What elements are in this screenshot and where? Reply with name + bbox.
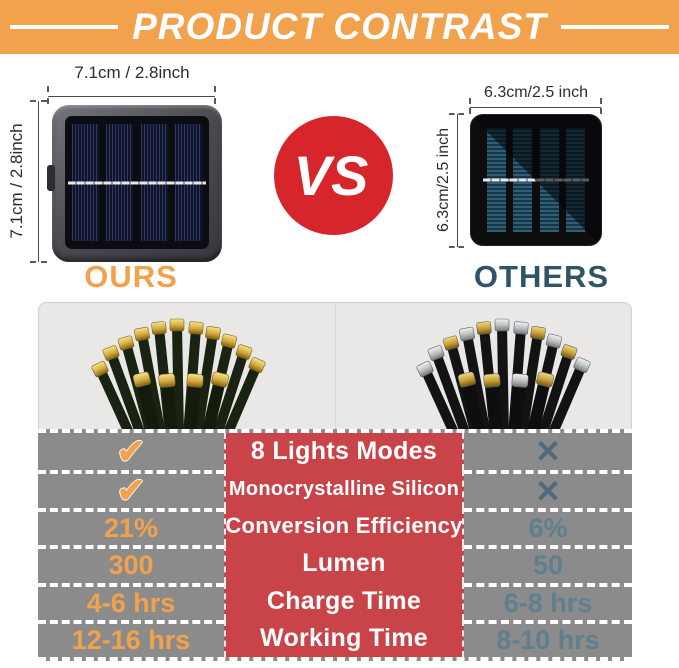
header-rule-right (560, 25, 670, 29)
ours-cell: 300 (38, 545, 224, 582)
feature-cell: Monocrystalline Silicon (224, 470, 464, 508)
dimension-tick (449, 246, 464, 248)
string-lights-ours-photo (91, 318, 266, 432)
page-title: PRODUCT CONTRAST (132, 6, 547, 47)
table-row: ✔ Monocrystalline Silicon ✕ (38, 470, 632, 511)
feature-label: Conversion Efficiency (225, 513, 463, 539)
others-height-dimension-line (457, 114, 458, 247)
feature-cell: Charge Time (224, 582, 464, 620)
dimension-tick (214, 86, 216, 104)
ours-cell: ✔ (38, 433, 224, 470)
others-value: 8-10 hrs (496, 625, 600, 656)
solar-panel-others (470, 114, 602, 246)
table-row: 300 Lumen 50 (38, 545, 632, 583)
feature-label: Monocrystalline Silicon (228, 477, 460, 500)
header-banner: PRODUCT CONTRAST (0, 0, 679, 54)
feature-label: Charge Time (266, 586, 422, 615)
comparison-table: ✔ 8 Lights Modes ✕ ✔ Monocrystalline Silicon… (38, 429, 632, 662)
feature-cell: Lumen (224, 545, 464, 583)
ours-cell: 12-16 hrs (38, 619, 224, 657)
check-icon: ✔ (116, 432, 146, 471)
ours-cell: 4-6 hrs (38, 582, 224, 620)
string-lights-others-photo (416, 318, 591, 432)
others-cell: 6% (464, 507, 632, 545)
cross-icon: ✕ (535, 473, 561, 509)
panel-glare (471, 115, 601, 245)
others-width-dimension-line (470, 107, 601, 108)
solar-cells (65, 116, 209, 249)
cross-icon: ✕ (535, 434, 561, 470)
ours-cell: ✔ (38, 470, 224, 511)
ours-cell: 21% (38, 507, 224, 545)
lights-photo-band (38, 302, 632, 432)
dimension-tick (30, 100, 47, 102)
ours-height-dimension-line (38, 101, 39, 262)
feature-label: Lumen (302, 549, 386, 578)
others-value: 6% (528, 512, 568, 543)
dimension-tick (30, 261, 47, 263)
vs-text: VS (293, 144, 369, 207)
table-row: 12-16 hrs Working Time 8-10 hrs (38, 619, 632, 658)
photo-divider (335, 303, 336, 432)
dimension-tick (449, 113, 464, 115)
table-row: 4-6 hrs Charge Time 6-8 hrs (38, 582, 632, 620)
feature-cell: Conversion Efficiency (224, 507, 464, 546)
ours-value: 4-6 hrs (86, 587, 176, 618)
feature-cell: Working Time (224, 619, 464, 658)
table-row: ✔ 8 Lights Modes ✕ (38, 433, 632, 471)
feature-cell: 8 Lights Modes (224, 433, 464, 471)
vs-badge: VS (274, 116, 393, 235)
others-cell: ✕ (464, 433, 632, 470)
others-height-dimension-label: 6.3cm/2.5 inch (435, 127, 452, 233)
others-width-dimension-label: 6.3cm/2.5 inch (483, 84, 589, 101)
dimension-tick (469, 98, 471, 114)
others-cell: 8-10 hrs (464, 619, 632, 657)
others-cell: 50 (464, 545, 632, 582)
ours-value: 21% (103, 512, 159, 543)
solar-panel-ours (47, 105, 222, 262)
panel-side-button (47, 165, 55, 191)
ours-width-dimension-line (48, 96, 215, 97)
ours-height-dimension-label: 7.1cm / 2.8inch (7, 123, 26, 239)
others-value: 50 (532, 550, 564, 581)
ours-value: 300 (108, 550, 154, 581)
feature-label: 8 Lights Modes (250, 437, 438, 466)
others-value: 6-8 hrs (503, 587, 593, 618)
check-icon: ✔ (116, 472, 146, 511)
panel-busbar (68, 181, 206, 184)
table-row: 21% Conversion Efficiency 6% (38, 507, 632, 546)
feature-label: Working Time (260, 624, 428, 653)
others-cell: ✕ (464, 470, 632, 507)
ours-label: OURS (84, 259, 178, 294)
ours-value: 12-16 hrs (71, 625, 191, 656)
header-rule-left (10, 25, 119, 29)
ours-width-dimension-label: 7.1cm / 2.8inch (74, 63, 190, 82)
others-label: OTHERS (473, 259, 610, 294)
dimension-tick (600, 98, 602, 114)
others-cell: 6-8 hrs (464, 582, 632, 620)
dimension-tick (47, 86, 49, 104)
